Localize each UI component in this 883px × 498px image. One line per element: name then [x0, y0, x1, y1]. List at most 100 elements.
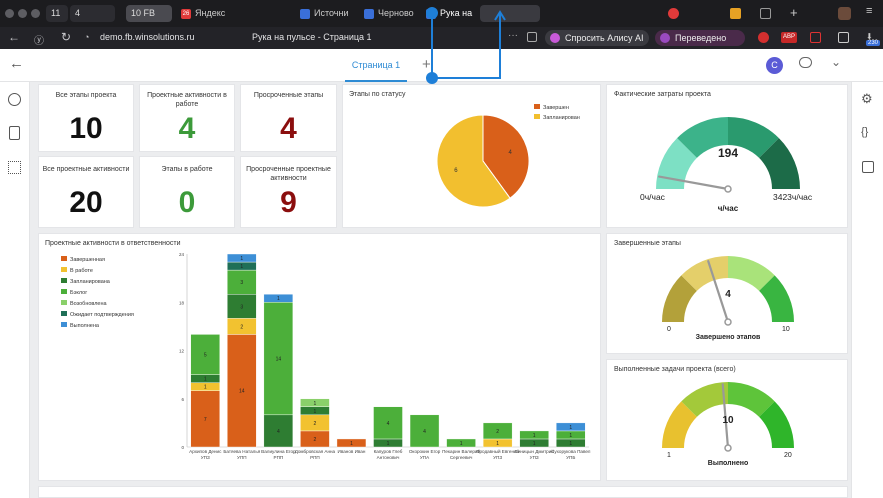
adblock-icon[interactable]: ABP [781, 32, 798, 43]
translate-button[interactable]: Переведено [655, 30, 745, 46]
x-tick-label: УПЗ [493, 455, 502, 460]
bar-segment [227, 269, 257, 295]
legend-label: Завершенная [70, 257, 105, 263]
x-tick-label: УПА [420, 455, 430, 460]
kpi-card-stages-in-progress: Этапы в работе 0 [139, 156, 235, 228]
extension-red-icon[interactable] [758, 32, 769, 43]
bar-data-label: 3 [240, 304, 243, 310]
extensions-icon[interactable] [838, 32, 849, 43]
yandex-icon[interactable] [668, 8, 679, 19]
kpi-label: Все этапы проекта [55, 92, 117, 99]
legend-label: Ожидает подтверждения [70, 312, 134, 318]
bar-data-label: 3 [240, 280, 243, 286]
gear-icon[interactable]: ⚙ [861, 91, 873, 106]
gauge-tasks: 10 1 20 Выполнено [662, 382, 794, 467]
x-tick-label: РПП [310, 455, 320, 460]
save-icon[interactable] [862, 161, 874, 173]
legend-swatch [61, 311, 67, 316]
record-icon[interactable] [810, 32, 821, 43]
bar-data-label: 1 [533, 441, 536, 447]
bar-data-label: 1 [496, 441, 499, 447]
alice-button[interactable]: Спросить Алису AI [545, 30, 649, 46]
x-tick-label: Сергеевич [450, 455, 473, 460]
tab-list-icon[interactable] [760, 8, 771, 19]
gauge-caption: Выполнено [708, 460, 748, 467]
document-icon[interactable] [9, 126, 20, 140]
gauge-band [759, 401, 794, 448]
extension-icon[interactable] [730, 8, 741, 19]
gauge-caption: Завершено этапов [696, 334, 761, 341]
bookmark-icon[interactable] [527, 32, 537, 42]
pie-slice-label: 4 [508, 150, 512, 156]
bar-data-label: 2 [496, 429, 499, 435]
gauge-value: 194 [718, 146, 738, 160]
bar-segment [409, 414, 440, 448]
code-icon[interactable]: {} [861, 126, 869, 138]
reload-icon[interactable]: ↻ [61, 30, 72, 44]
y-tick-label: 24 [179, 252, 185, 257]
gauge-panel-tasks: Выполненные задачи проекта (всего) 10 1 20… [606, 359, 848, 481]
pie-panel: Этапы по статусу 4 6 Завершен Запланирован [342, 84, 601, 228]
menu-icon[interactable]: ≡ [866, 5, 873, 17]
bar-segment [227, 253, 257, 263]
gauge-band [662, 275, 697, 322]
tab-group-4[interactable]: 4 [70, 5, 115, 22]
legend-swatch [61, 256, 67, 261]
add-page-icon[interactable]: + [422, 56, 431, 73]
gauge-needle [658, 175, 730, 191]
legend-swatch [61, 267, 67, 272]
pie-chart-icon[interactable] [8, 93, 21, 106]
avatar[interactable]: C [766, 57, 783, 74]
tab-dashboard[interactable]: Рука на [426, 5, 476, 22]
bar-data-label: 7 [204, 417, 207, 423]
gauge-needle-hub [724, 444, 732, 452]
gauge-band [681, 382, 728, 417]
url-text[interactable]: demo.fb.winsolutions.ru [100, 32, 195, 42]
tab-yandex[interactable]: 26 Яндекс [181, 8, 226, 19]
bar-data-label: 1 [350, 441, 353, 447]
gauge-stages: 4 0 10 Завершено этапов [662, 256, 794, 341]
bar-segment [373, 406, 403, 440]
chevron-down-icon[interactable]: ⌄ [831, 55, 842, 69]
window-maximize-icon[interactable] [31, 9, 40, 18]
bar-segment [482, 422, 513, 440]
panel-title: Завершенные этапы [614, 240, 681, 247]
address-bar: ← ⓨ ↻ ◔ demo.fb.winsolutions.ru Рука на … [0, 27, 883, 49]
downloads-icon[interactable]: ⬇ [866, 32, 873, 41]
x-tick-label: Батяева Наталья [223, 449, 260, 454]
bar-segment [263, 294, 294, 303]
bar-data-label: 1 [277, 296, 280, 302]
kpi-card-all-stages: Все этапы проекта 10 [38, 84, 134, 152]
yandex-id-icon[interactable]: ⓨ [34, 36, 44, 47]
bar-segment [519, 430, 549, 440]
tab-draft[interactable]: Черново [364, 5, 421, 22]
x-tick-label: Окорокин Егор [409, 449, 441, 454]
window-minimize-icon[interactable] [18, 9, 27, 18]
panel-title: Фактические затраты проекта [614, 91, 711, 98]
bar-data-label: 14 [239, 389, 245, 395]
tab-page-1[interactable]: Страница 1 [345, 49, 407, 82]
profile-icon[interactable] [838, 7, 851, 20]
gauge-max-label: 3423ч/час [773, 192, 813, 202]
tab-group-11[interactable]: 11 [46, 5, 68, 22]
kpi-label: Все проектные активности [42, 166, 130, 173]
grid-icon[interactable] [8, 161, 21, 174]
tab-source[interactable]: Источни [300, 5, 357, 22]
more-icon[interactable]: ··· [508, 30, 518, 41]
kpi-value: 9 [280, 186, 297, 219]
new-tab-icon[interactable]: + [790, 5, 798, 20]
tab-group-fb[interactable]: 10 FB [126, 5, 172, 22]
kpi-value: 4 [280, 112, 297, 145]
y-tick-label: 0 [181, 445, 184, 450]
window-close-icon[interactable] [5, 9, 14, 18]
bar-data-label: 1 [240, 256, 243, 262]
back-icon[interactable]: ← [8, 30, 20, 44]
bar-segment [227, 294, 257, 319]
panel-title: Проектные активности в ответственности [45, 240, 181, 247]
back-arrow-icon[interactable]: ← [9, 55, 24, 72]
bar-data-label: 2 [314, 421, 317, 427]
tab-blank[interactable] [480, 5, 540, 22]
comment-icon[interactable] [799, 57, 812, 68]
legend-label: Завершен [543, 105, 569, 111]
